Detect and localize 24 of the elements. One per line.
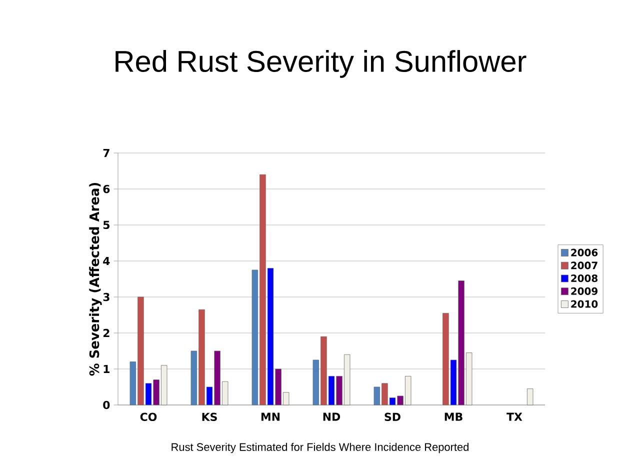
x-tick-label: CO [140, 412, 157, 422]
x-tick-label: ND [323, 412, 340, 421]
y-tick-label: 3 [103, 292, 110, 302]
y-tick-label: 5 [103, 220, 110, 230]
x-tick-label: SD [384, 412, 400, 422]
legend-label: 2006 [571, 248, 598, 256]
y-tick-label: 2 [103, 328, 110, 338]
x-tick-label: KS [202, 412, 217, 422]
legend-label: 2007 [571, 262, 598, 270]
legend-label: 2009 [571, 287, 598, 295]
x-tick-label: MN [261, 412, 280, 421]
legend-label: 2010 [571, 300, 598, 308]
y-tick-label: 4 [103, 256, 110, 265]
y-tick-label: 6 [103, 184, 110, 194]
legend-label: 2008 [571, 274, 598, 282]
x-tick-label: TX [506, 412, 522, 421]
bar [526, 388, 534, 406]
y-tick-label: 0 [103, 400, 110, 410]
text: Rust Severity Estimated for Fields Where Incidence Reported [172, 442, 468, 454]
y-axis-title: % Severity (Affected Area) [89, 182, 102, 376]
y-tick-label: 7 [103, 149, 110, 157]
x-tick-label: MB [444, 412, 462, 421]
chart-title: Red Rust Severity in Sunflower [116, 50, 526, 78]
y-tick-label: 1 [104, 364, 110, 373]
